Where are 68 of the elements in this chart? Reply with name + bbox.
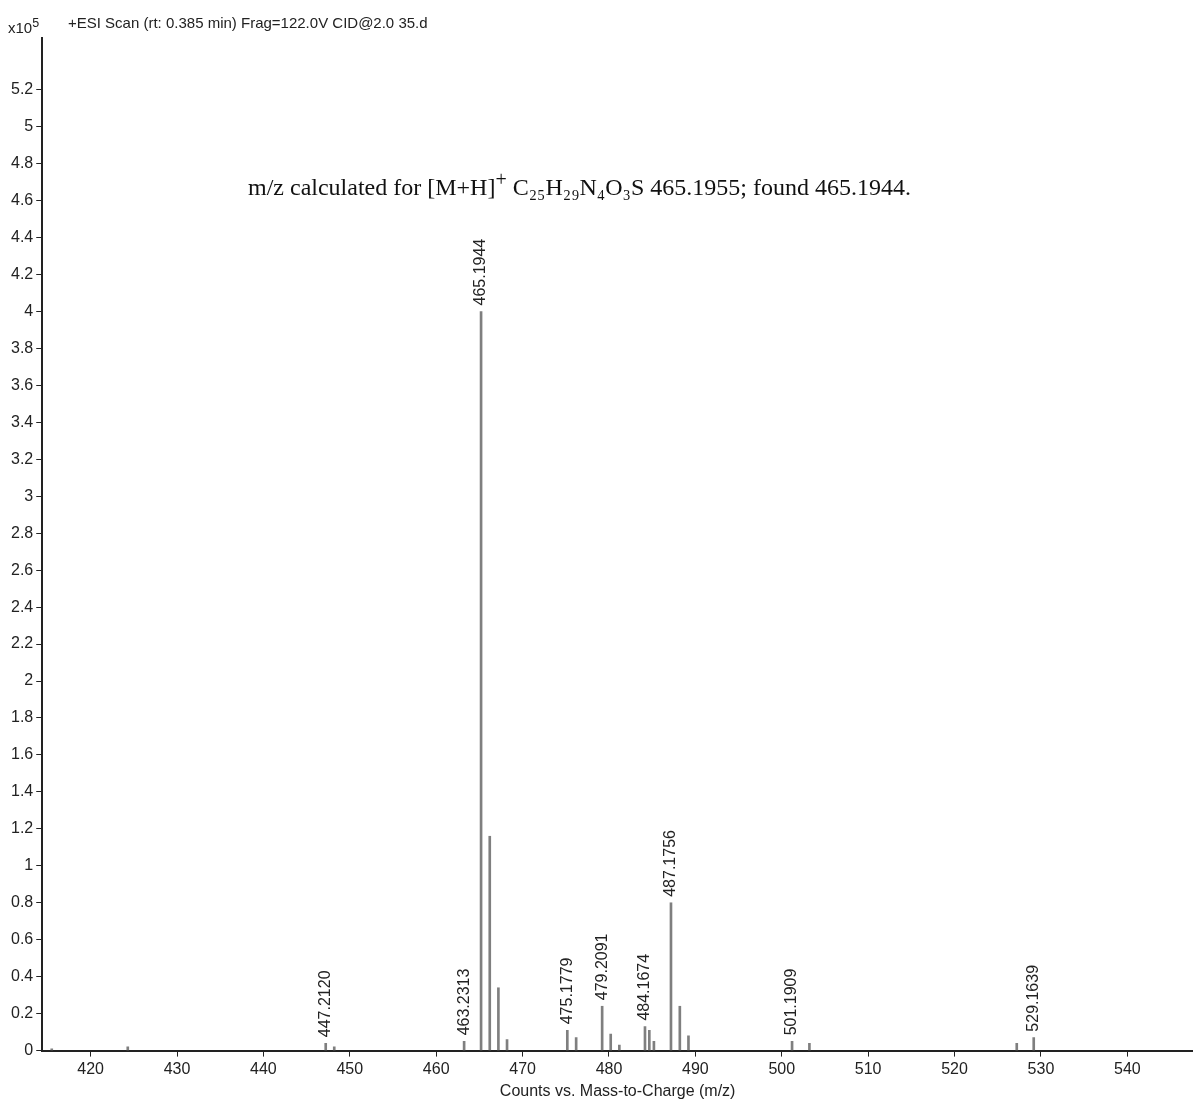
annotation: 479.2091 [592, 933, 610, 1001]
bar [678, 1005, 682, 1051]
y-tick-label: 2.8 [10, 523, 34, 541]
y-tick-label: 0.6 [10, 930, 34, 948]
y-tick-label: 3.2 [10, 449, 34, 467]
annotation: 529.1639 [1024, 964, 1042, 1032]
y-tick-label: 1.2 [10, 819, 34, 837]
bar [687, 1035, 690, 1051]
y-tick-label: 1 [24, 856, 34, 874]
bar [497, 987, 500, 1051]
y-axis-title: x10$^{5}$ [8, 16, 40, 36]
x-tick-label: 460 [422, 1059, 450, 1077]
y-tick-label: 0.2 [10, 1004, 34, 1022]
bar [126, 1046, 130, 1051]
bar [332, 1046, 336, 1051]
y-tick-label: 0.4 [10, 967, 34, 985]
x-tick-label: 530 [1027, 1059, 1055, 1077]
bar [808, 1042, 811, 1051]
y-tick-label: 3 [24, 486, 34, 504]
bar [324, 1042, 328, 1051]
x-tick-label: 510 [854, 1059, 882, 1077]
x-tick-label: 450 [336, 1059, 364, 1077]
bar [648, 1029, 651, 1051]
y-tick-label: 1.8 [10, 708, 34, 726]
y-tick-label: 0 [24, 1041, 34, 1059]
y-tick-label: 1.6 [10, 745, 34, 763]
x-tick-label: 480 [595, 1059, 623, 1077]
x-tick-label: 500 [768, 1059, 796, 1077]
bar [1015, 1042, 1019, 1051]
y-tick-label: 4.2 [10, 264, 34, 282]
x-tick-label: 440 [250, 1059, 277, 1077]
y-tick-label: 5.2 [10, 80, 34, 98]
annotation: 465.1944 [471, 238, 489, 306]
y-tick-label: 0.8 [10, 893, 34, 911]
y-tick-label: 3.8 [10, 338, 34, 356]
annotation: 463.2313 [454, 968, 472, 1036]
y-tick-label: 3.4 [10, 412, 34, 430]
x-axis-title: Counts vs. Mass-to-Charge (m/z) [499, 1081, 736, 1099]
x-tick-label: 470 [509, 1059, 537, 1077]
bar [618, 1044, 621, 1051]
bar [609, 1033, 613, 1051]
x-tick-label: 490 [682, 1059, 709, 1077]
y-tick-label: 4.4 [10, 227, 34, 245]
annotation: m/z calculated for [M+H]$^{+}$ C₂₅H₂₉N₄O₃S 465.1955; found 465.1944. [248, 168, 911, 201]
y-tick-label: 5 [24, 117, 34, 135]
y-tick-label: 2.4 [10, 597, 34, 615]
chart-title: +ESI Scan (rt: 0.385 min) Frag=122.0V CID@2.0 35.d [68, 14, 428, 31]
y-tick-label: 4 [24, 301, 34, 319]
y-tick-label: 2.6 [10, 560, 34, 578]
y-tick-label: 3.6 [10, 375, 34, 393]
y-tick-label: 4.6 [10, 191, 34, 209]
annotation: 501.1909 [782, 968, 800, 1036]
x-tick-label: 420 [77, 1059, 105, 1077]
bar [50, 1048, 54, 1051]
bar [565, 1029, 569, 1051]
annotation: 447.2120 [316, 970, 334, 1038]
y-tick-label: 1.4 [10, 782, 34, 800]
annotation: 484.1674 [635, 953, 653, 1021]
x-tick-label: 540 [1113, 1059, 1141, 1077]
bar [1032, 1037, 1036, 1051]
annotation: 475.1779 [557, 957, 575, 1025]
y-tick-label: 4.8 [10, 154, 34, 172]
x-tick-label: 520 [941, 1059, 968, 1077]
annotation: 487.1756 [661, 829, 679, 897]
bar [488, 835, 492, 1051]
x-tick-label: 430 [163, 1059, 191, 1077]
y-tick-label: 2 [24, 671, 34, 689]
y-tick-label: 2.2 [10, 634, 34, 652]
